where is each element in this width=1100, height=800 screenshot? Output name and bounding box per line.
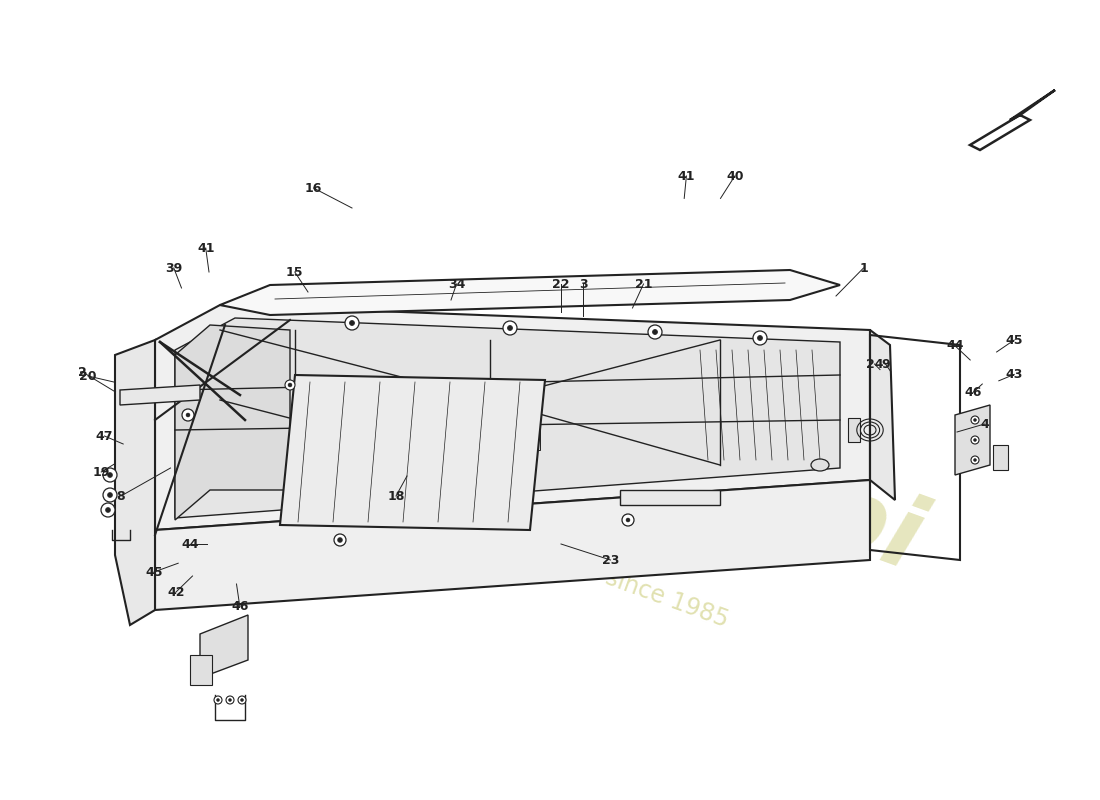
FancyBboxPatch shape bbox=[190, 655, 212, 685]
Circle shape bbox=[186, 413, 190, 417]
Circle shape bbox=[217, 698, 220, 702]
Circle shape bbox=[648, 325, 662, 339]
Text: 41: 41 bbox=[197, 242, 215, 254]
FancyBboxPatch shape bbox=[848, 418, 860, 442]
Circle shape bbox=[345, 316, 359, 330]
Text: 1: 1 bbox=[859, 262, 868, 274]
Circle shape bbox=[288, 383, 292, 387]
Text: 43: 43 bbox=[1005, 368, 1023, 381]
Polygon shape bbox=[220, 270, 840, 315]
Circle shape bbox=[754, 331, 767, 345]
Circle shape bbox=[971, 436, 979, 444]
Text: 15: 15 bbox=[286, 266, 304, 278]
Circle shape bbox=[350, 321, 354, 326]
Text: 16: 16 bbox=[305, 182, 322, 194]
Text: 2: 2 bbox=[78, 366, 87, 378]
Circle shape bbox=[974, 418, 977, 422]
Circle shape bbox=[101, 503, 116, 517]
Circle shape bbox=[238, 696, 246, 704]
Text: 39: 39 bbox=[165, 262, 183, 274]
Circle shape bbox=[229, 698, 231, 702]
Circle shape bbox=[338, 538, 342, 542]
Text: 8: 8 bbox=[117, 490, 125, 502]
Ellipse shape bbox=[811, 459, 829, 471]
Text: 3: 3 bbox=[579, 278, 587, 290]
Text: 44: 44 bbox=[946, 339, 964, 352]
Polygon shape bbox=[620, 490, 721, 505]
Circle shape bbox=[971, 416, 979, 424]
Circle shape bbox=[621, 514, 634, 526]
Text: 45: 45 bbox=[145, 566, 163, 578]
Circle shape bbox=[974, 458, 977, 462]
Circle shape bbox=[108, 493, 112, 498]
Text: 42: 42 bbox=[167, 586, 185, 598]
Text: a passion for parts since 1985: a passion for parts since 1985 bbox=[388, 488, 732, 632]
Circle shape bbox=[758, 335, 762, 341]
Text: 44: 44 bbox=[182, 538, 199, 550]
Circle shape bbox=[226, 696, 234, 704]
Polygon shape bbox=[955, 405, 990, 475]
Circle shape bbox=[652, 330, 658, 334]
Text: euroricambi: euroricambi bbox=[265, 269, 935, 591]
Text: 41: 41 bbox=[678, 170, 695, 182]
Polygon shape bbox=[175, 318, 840, 518]
Text: 40: 40 bbox=[726, 170, 744, 182]
Polygon shape bbox=[200, 615, 248, 678]
Circle shape bbox=[103, 488, 117, 502]
Circle shape bbox=[106, 507, 110, 513]
Text: 20: 20 bbox=[79, 370, 97, 382]
Circle shape bbox=[103, 468, 117, 482]
Text: 4: 4 bbox=[980, 418, 989, 430]
Circle shape bbox=[334, 534, 346, 546]
Circle shape bbox=[108, 473, 112, 478]
Text: 22: 22 bbox=[552, 278, 570, 290]
Circle shape bbox=[285, 380, 295, 390]
Circle shape bbox=[974, 438, 977, 442]
Circle shape bbox=[214, 696, 222, 704]
Text: 19: 19 bbox=[92, 466, 110, 478]
Polygon shape bbox=[120, 385, 200, 405]
Circle shape bbox=[503, 321, 517, 335]
Polygon shape bbox=[175, 325, 290, 520]
FancyBboxPatch shape bbox=[480, 395, 540, 450]
Text: 18: 18 bbox=[387, 490, 405, 502]
Text: 45: 45 bbox=[1005, 334, 1023, 346]
Text: 9: 9 bbox=[881, 358, 890, 370]
Polygon shape bbox=[280, 375, 544, 530]
Polygon shape bbox=[155, 480, 870, 610]
Circle shape bbox=[507, 326, 513, 330]
Text: 46: 46 bbox=[231, 600, 249, 613]
Text: 21: 21 bbox=[635, 278, 652, 290]
Polygon shape bbox=[116, 340, 155, 625]
Text: 34: 34 bbox=[448, 278, 465, 290]
FancyBboxPatch shape bbox=[993, 445, 1008, 470]
Circle shape bbox=[182, 409, 194, 421]
Polygon shape bbox=[870, 330, 895, 500]
Text: 46: 46 bbox=[965, 386, 982, 398]
FancyBboxPatch shape bbox=[390, 395, 470, 455]
Circle shape bbox=[626, 518, 630, 522]
Circle shape bbox=[241, 698, 243, 702]
Circle shape bbox=[971, 456, 979, 464]
Text: 47: 47 bbox=[96, 430, 113, 442]
Polygon shape bbox=[155, 305, 870, 530]
Text: 24: 24 bbox=[866, 358, 883, 370]
Text: 23: 23 bbox=[602, 554, 619, 566]
